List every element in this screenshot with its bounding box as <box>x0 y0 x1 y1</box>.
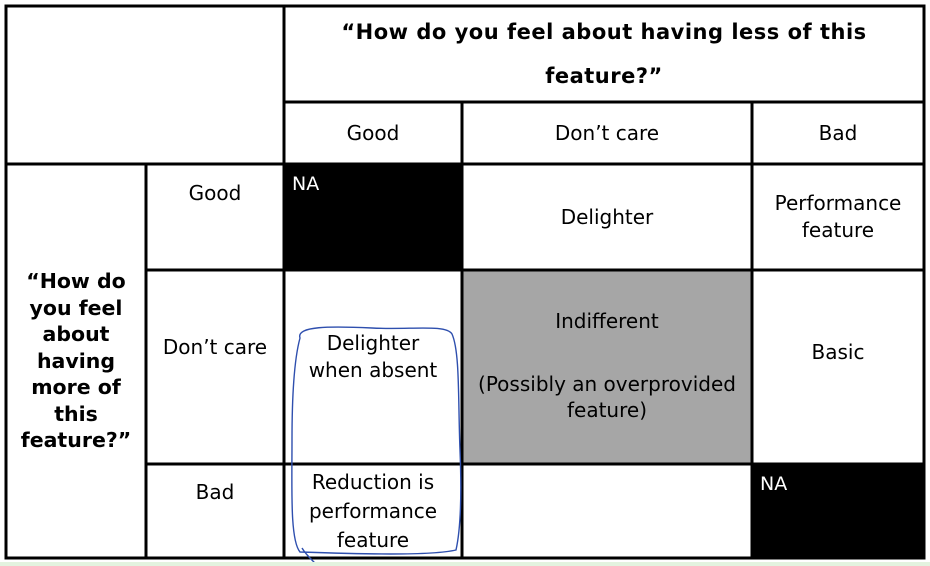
cell-performance-feature: Performance feature <box>774 191 902 242</box>
row-question-header: “How do you feel about having more of th… <box>6 164 146 558</box>
table-outer-border <box>4 4 926 560</box>
cell-indifferent: Indifferent (Possibly an overprovided fe… <box>462 270 752 464</box>
cell-reduction-performance: Reduction is performance feature <box>308 469 438 552</box>
column-question-header: “How do you feel about having less of th… <box>284 6 924 102</box>
row-header-good: Good <box>188 181 242 205</box>
cell-na-good-good: NA <box>284 164 462 270</box>
handdrawn-annotation-loop <box>291 326 462 555</box>
column-question-text: “How do you feel about having less of th… <box>341 20 867 88</box>
row-question-text: “How do you feel about having more of th… <box>20 269 132 453</box>
col-header-bad: Bad <box>818 120 858 145</box>
cell-na-bad-bad: NA <box>752 464 924 558</box>
indifferent-title: Indifferent <box>555 309 659 333</box>
bottom-edge-strip <box>0 562 930 566</box>
indifferent-note: (Possibly an overprovided feature) <box>478 372 736 422</box>
row-header-dont-care: Don’t care <box>162 334 268 359</box>
col-header-dont-care: Don’t care <box>554 120 660 145</box>
cell-delighter: Delighter <box>560 204 654 229</box>
cell-basic: Basic <box>811 339 865 364</box>
cell-delighter-when-absent: Delighter when absent <box>308 331 438 382</box>
row-header-bad: Bad <box>195 480 235 504</box>
col-header-good: Good <box>346 120 400 145</box>
